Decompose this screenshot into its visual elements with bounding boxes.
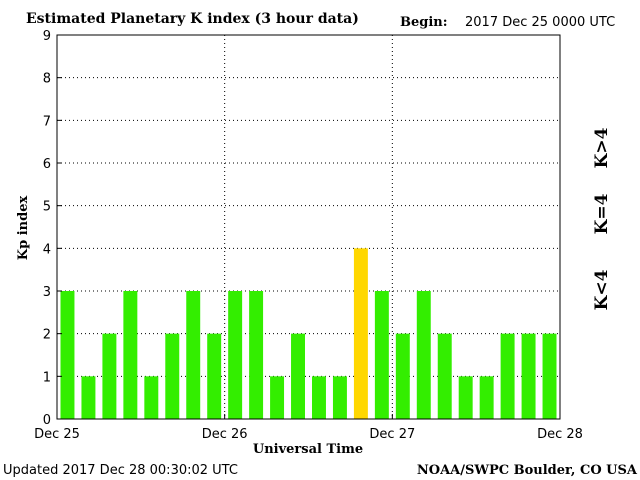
- kp-bar: [542, 333, 557, 419]
- x-tick-label: Dec 26: [202, 427, 248, 442]
- kp-bar: [270, 376, 285, 419]
- legend-k-above-4: K>4: [592, 127, 612, 168]
- begin-label: Begin:: [400, 15, 448, 30]
- plot-frame: [56, 34, 561, 420]
- kp-bar: [228, 291, 243, 419]
- y-tick-label: 9: [43, 29, 51, 44]
- y-tick-label: 0: [43, 413, 51, 428]
- y-tick-label: 2: [43, 328, 51, 343]
- kp-bar: [165, 333, 180, 419]
- kp-bar: [353, 248, 368, 419]
- kp-bar: [102, 333, 117, 419]
- kp-bar: [521, 333, 536, 419]
- kp-bar: [249, 291, 264, 419]
- y-tick-label: 6: [43, 157, 51, 172]
- kp-bar: [144, 376, 159, 419]
- kp-bar: [395, 333, 410, 419]
- bars: [60, 248, 557, 419]
- legend-k-below-4: K<4: [592, 269, 612, 310]
- kp-bar: [291, 333, 305, 419]
- y-tick-label: 1: [43, 370, 51, 385]
- legend-k-equal-4: K=4: [592, 193, 612, 234]
- source-credit: NOAA/SWPC Boulder, CO USA: [417, 463, 638, 478]
- x-tick-label: Dec 28: [537, 427, 583, 442]
- kp-bar: [312, 376, 326, 419]
- kp-bar: [207, 333, 222, 419]
- kp-bar: [123, 291, 138, 419]
- begin-value: 2017 Dec 25 0000 UTC: [465, 15, 615, 30]
- kp-bar: [186, 291, 201, 419]
- x-tick-label: Dec 25: [34, 427, 80, 442]
- y-axis-title: Kp index: [16, 196, 31, 261]
- kp-bar: [458, 376, 473, 419]
- y-tick-label: 7: [43, 114, 51, 129]
- kp-bar: [479, 376, 494, 419]
- y-tick-labels: 0 1 2 3 4 5 6 7 8 9: [43, 29, 62, 428]
- chart-title: Estimated Planetary K index (3 hour data…: [26, 11, 359, 27]
- updated-timestamp: Updated 2017 Dec 28 00:30:02 UTC: [3, 463, 238, 478]
- kp-bar: [60, 291, 75, 419]
- kp-bar: [374, 291, 389, 419]
- y-tick-label: 3: [43, 285, 51, 300]
- x-axis-title: Universal Time: [253, 442, 363, 457]
- kp-bar: [500, 333, 515, 419]
- y-tick-label: 5: [43, 200, 51, 215]
- kp-bar: [81, 376, 96, 419]
- kp-bar: [437, 333, 452, 419]
- y-tick-label: 4: [43, 242, 51, 257]
- y-tick-label: 8: [43, 72, 51, 87]
- kp-bar: [332, 376, 347, 419]
- x-tick-label: Dec 27: [369, 427, 415, 442]
- kp-bar: [416, 291, 431, 419]
- grid-lines: [57, 35, 560, 419]
- x-tick-labels: Dec 25 Dec 26 Dec 27 Dec 28: [34, 414, 583, 442]
